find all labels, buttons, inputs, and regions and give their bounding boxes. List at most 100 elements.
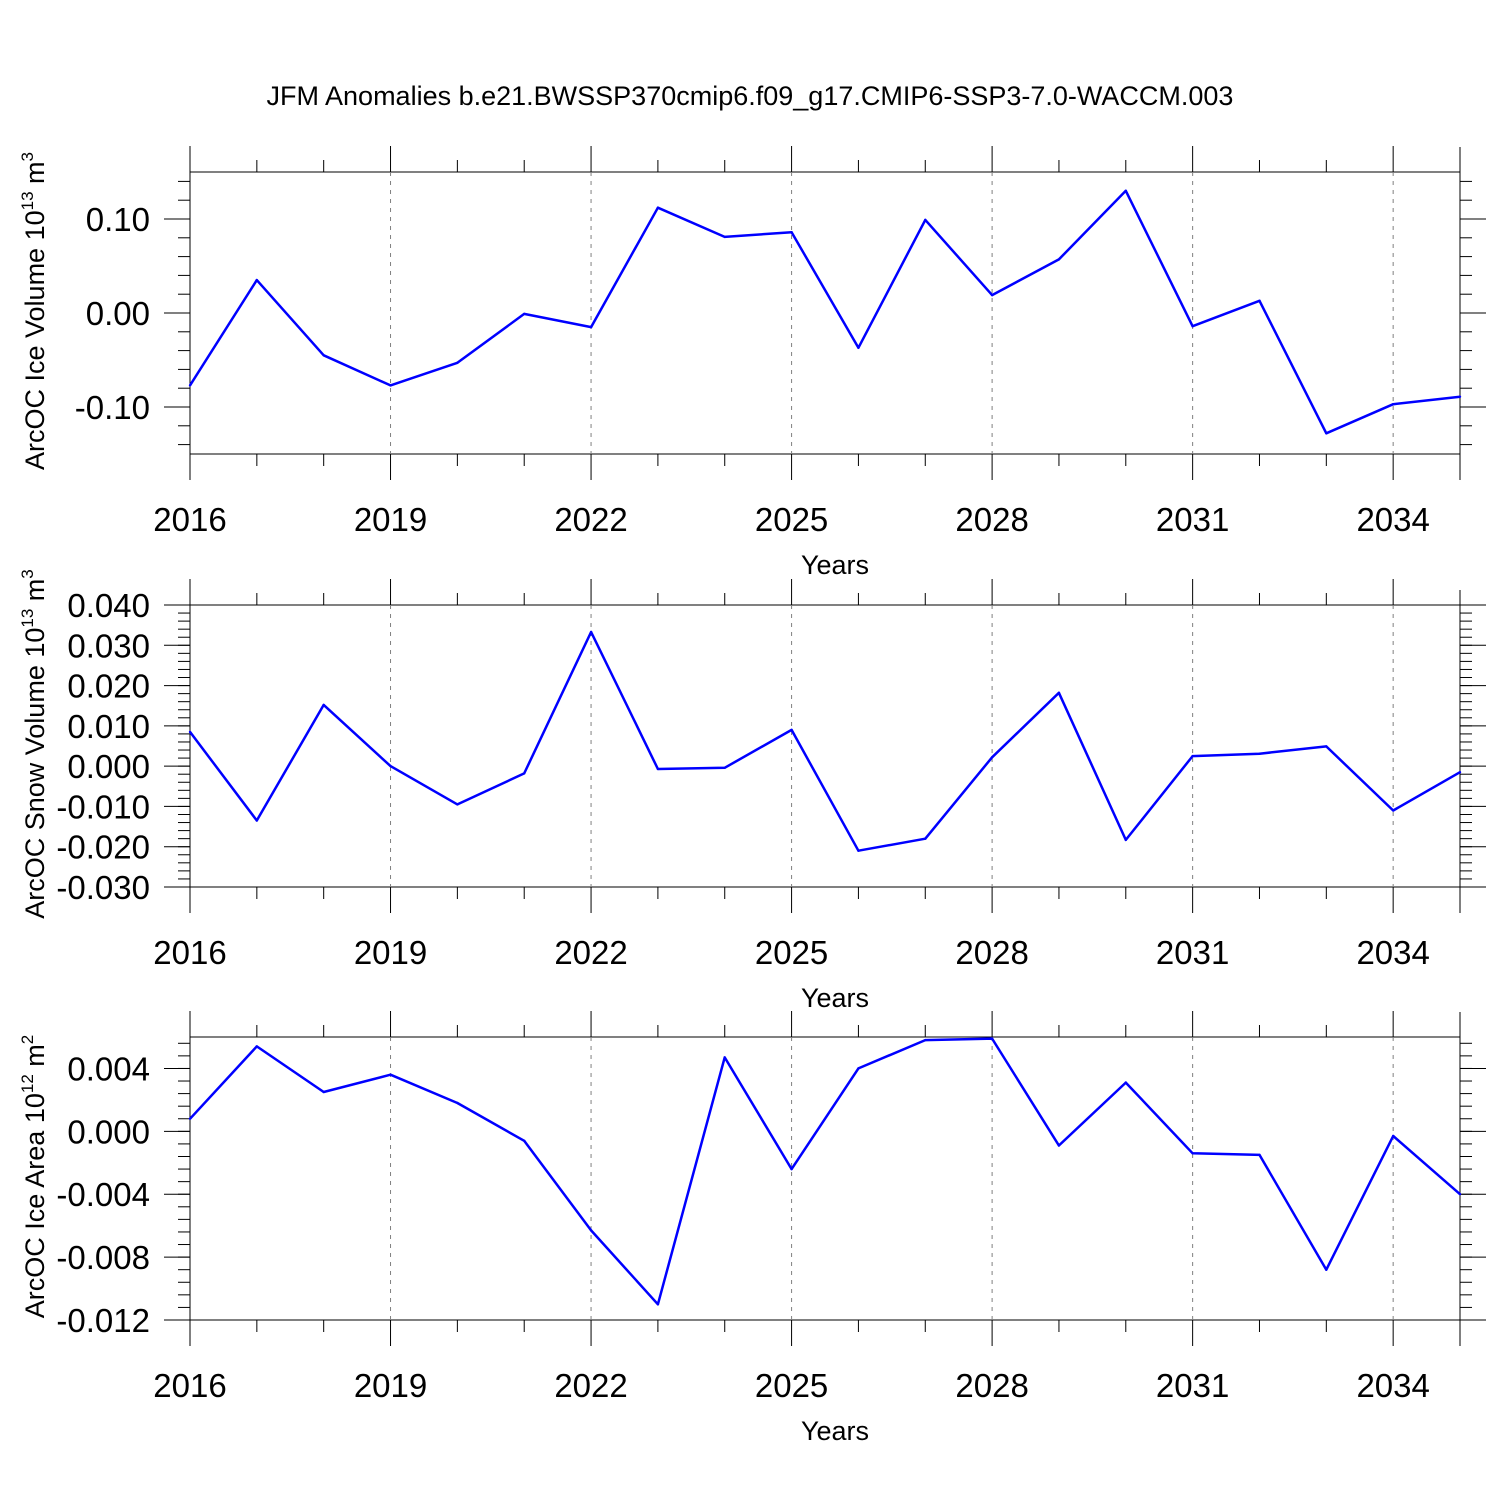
data-point	[322, 1090, 325, 1094]
data-point	[723, 766, 726, 769]
data-point	[656, 767, 660, 771]
x-tick-label: 2019	[354, 934, 427, 971]
series-line	[189, 630, 1461, 852]
data-point	[255, 1045, 258, 1048]
data-point	[1392, 809, 1395, 812]
x-tick-label: 2025	[755, 1367, 828, 1404]
y-tick-label: -0.020	[56, 829, 150, 866]
x-tick-label: 2028	[955, 1367, 1028, 1404]
y-tick-label: 0.040	[67, 587, 150, 624]
data-point	[523, 1139, 526, 1143]
x-tick-label: 2034	[1356, 501, 1429, 538]
data-point	[656, 1303, 660, 1306]
data-point	[723, 235, 726, 239]
data-point	[1458, 1193, 1462, 1196]
y-axis-label: ArcOC Ice Area 1012 m2	[18, 1035, 50, 1319]
data-point	[322, 354, 325, 357]
data-point	[523, 772, 526, 775]
data-point	[1057, 258, 1061, 261]
x-tick-label: 2022	[554, 501, 627, 538]
data-point	[1325, 432, 1328, 435]
data-point	[389, 764, 392, 768]
data-point	[1191, 754, 1194, 758]
x-axis-label: Years	[801, 1416, 869, 1446]
x-tick-label: 2019	[354, 501, 427, 538]
data-point	[1325, 1268, 1328, 1271]
plot-frame	[189, 171, 1461, 455]
data-point	[1458, 395, 1462, 398]
y-axis-label: ArcOC Ice Volume 1013 m3	[18, 152, 50, 470]
y-tick-label: -0.012	[56, 1302, 150, 1339]
data-point	[1191, 325, 1194, 328]
panel-3: 2016 2019 2022 2025 2028 2031 2034 -0.012 -0.008…	[18, 1011, 1486, 1446]
data-point	[255, 819, 258, 822]
x-tick-label: 2028	[955, 934, 1028, 971]
data-point	[723, 1056, 726, 1059]
y-tick-label: 0.10	[86, 201, 150, 238]
data-point	[1191, 1152, 1194, 1155]
data-point	[188, 730, 192, 734]
data-point	[1258, 752, 1261, 755]
y-tick-label: -0.008	[56, 1239, 150, 1276]
x-tick-label: 2022	[554, 1367, 627, 1404]
data-point	[255, 278, 258, 282]
panel-1: 2016 2019 2022 2025 2028 2031 2034 -0.10 0.00 0.1…	[18, 146, 1486, 580]
y-tick-label: 0.004	[67, 1050, 150, 1087]
data-point	[1124, 838, 1128, 842]
x-tick-label: 2016	[153, 501, 226, 538]
data-point	[1124, 189, 1128, 192]
y-tick-label: -0.030	[56, 869, 150, 906]
x-tick-label: 2025	[755, 934, 828, 971]
data-point	[857, 346, 860, 349]
panel-2: 2016 2019 2022 2025 2028 2031 2034 -0.030-0.020…	[18, 569, 1486, 1013]
data-point	[389, 1073, 392, 1076]
data-point	[1392, 1134, 1395, 1138]
y-tick-label: 0.000	[67, 1113, 150, 1150]
y-tick-label: -0.10	[75, 389, 150, 426]
data-point	[322, 703, 325, 707]
x-tick-label: 2031	[1156, 934, 1229, 971]
x-tick-label: 2034	[1356, 934, 1429, 971]
data-point	[790, 231, 793, 234]
chart-title: JFM Anomalies b.e21.BWSSP370cmip6.f09_g1…	[267, 81, 1234, 111]
data-point	[523, 312, 526, 316]
y-tick-label: 0.020	[67, 668, 150, 705]
data-point	[188, 1117, 192, 1121]
data-point	[589, 630, 593, 634]
x-tick-label: 2025	[755, 501, 828, 538]
panels: 2016 2019 2022 2025 2028 2031 2034 -0.10 0.00 0.1…	[18, 146, 1486, 1446]
x-axis-label: Years	[801, 550, 869, 580]
data-point	[990, 293, 994, 297]
data-point	[1258, 299, 1261, 302]
data-point	[857, 1067, 860, 1070]
y-tick-label: 0.000	[67, 748, 150, 785]
data-point	[1392, 403, 1395, 406]
x-tick-label: 2034	[1356, 1367, 1429, 1404]
data-point	[589, 325, 593, 329]
data-point	[1057, 1144, 1061, 1147]
data-point	[456, 361, 459, 364]
data-point	[188, 384, 192, 387]
data-point	[1325, 745, 1328, 748]
data-point	[990, 756, 994, 759]
data-point	[389, 384, 392, 387]
y-tick-label: -0.010	[56, 788, 150, 825]
data-point	[924, 218, 927, 222]
data-point	[924, 1038, 927, 1042]
y-axis-label: ArcOC Snow Volume 1013 m3	[18, 569, 50, 919]
plot-frame	[189, 1036, 1461, 1321]
series-line	[189, 1037, 1461, 1306]
data-point	[456, 1101, 459, 1105]
y-tick-label: -0.004	[56, 1176, 150, 1213]
data-point	[1057, 691, 1061, 694]
x-tick-label: 2031	[1156, 1367, 1229, 1404]
y-tick-label: 0.010	[67, 708, 150, 745]
x-tick-label: 2019	[354, 1367, 427, 1404]
data-point	[589, 1229, 593, 1232]
data-point	[790, 1167, 793, 1171]
data-point	[656, 206, 660, 209]
x-tick-label: 2028	[955, 501, 1028, 538]
y-tick-label: 0.030	[67, 627, 150, 664]
data-point	[456, 803, 459, 806]
